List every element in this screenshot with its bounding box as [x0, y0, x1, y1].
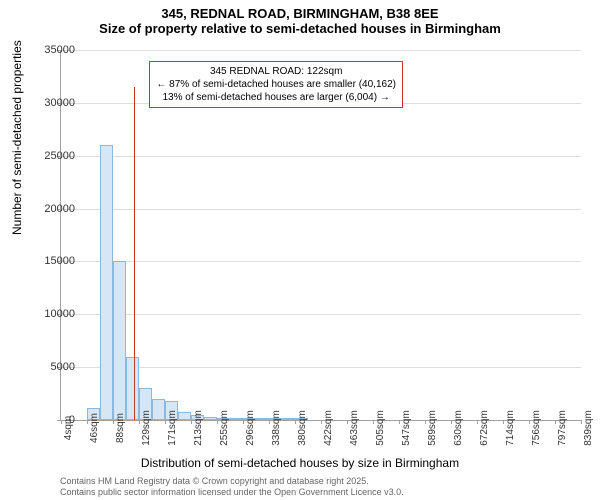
x-tick-mark [581, 420, 582, 424]
x-tick-label: 714sqm [505, 410, 516, 446]
x-tick-label: 505sqm [375, 410, 386, 446]
x-tick-label: 797sqm [557, 410, 568, 446]
y-tick-label: 25000 [35, 150, 75, 162]
title-block: 345, REDNAL ROAD, BIRMINGHAM, B38 8EE Si… [0, 0, 600, 36]
x-tick-mark [555, 420, 556, 424]
histogram-bar [100, 145, 113, 420]
plot-area: 345 REDNAL ROAD: 122sqm← 87% of semi-det… [60, 50, 581, 421]
x-tick-mark [295, 420, 296, 424]
x-tick-mark [139, 420, 140, 424]
histogram-bar [178, 412, 191, 420]
y-tick-label: 35000 [35, 44, 75, 56]
title-line2: Size of property relative to semi-detach… [0, 21, 600, 36]
x-tick-label: 380sqm [297, 410, 308, 446]
gridline [61, 261, 581, 262]
x-tick-mark [165, 420, 166, 424]
x-tick-label: 46sqm [89, 413, 100, 443]
x-tick-mark [503, 420, 504, 424]
annotation-box: 345 REDNAL ROAD: 122sqm← 87% of semi-det… [149, 61, 403, 108]
footer-text: Contains HM Land Registry data © Crown c… [60, 476, 404, 498]
histogram-bar [113, 261, 126, 420]
title-line1: 345, REDNAL ROAD, BIRMINGHAM, B38 8EE [0, 6, 600, 21]
x-tick-mark [243, 420, 244, 424]
x-tick-label: 589sqm [427, 410, 438, 446]
x-tick-label: 296sqm [245, 410, 256, 446]
x-tick-mark [373, 420, 374, 424]
histogram-bar [282, 418, 295, 420]
histogram-bar [256, 418, 269, 420]
chart-container: 345, REDNAL ROAD, BIRMINGHAM, B38 8EE Si… [0, 0, 600, 500]
gridline [61, 367, 581, 368]
gridline [61, 314, 581, 315]
x-tick-label: 88sqm [115, 413, 126, 443]
footer-line2: Contains public sector information licen… [60, 487, 404, 498]
annotation-line2: ← 87% of semi-detached houses are smalle… [156, 78, 396, 91]
x-tick-label: 171sqm [167, 410, 178, 446]
x-tick-mark [451, 420, 452, 424]
x-tick-label: 422sqm [323, 410, 334, 446]
gridline [61, 50, 581, 51]
y-tick-label: 30000 [35, 97, 75, 109]
x-tick-mark [87, 420, 88, 424]
x-tick-mark [269, 420, 270, 424]
y-tick-label: 5000 [35, 361, 75, 373]
histogram-bar [204, 417, 217, 420]
annotation-line1: 345 REDNAL ROAD: 122sqm [156, 65, 396, 78]
y-tick-label: 10000 [35, 308, 75, 320]
x-tick-mark [477, 420, 478, 424]
x-tick-label: 4sqm [63, 416, 74, 440]
x-tick-label: 129sqm [141, 410, 152, 446]
x-tick-mark [191, 420, 192, 424]
gridline [61, 209, 581, 210]
x-tick-label: 672sqm [479, 410, 490, 446]
footer-line1: Contains HM Land Registry data © Crown c… [60, 476, 404, 487]
y-tick-label: 15000 [35, 255, 75, 267]
x-tick-label: 213sqm [193, 410, 204, 446]
histogram-bar [126, 357, 139, 420]
gridline [61, 156, 581, 157]
y-axis-label: Number of semi-detached properties [10, 40, 24, 235]
x-tick-label: 463sqm [349, 410, 360, 446]
x-tick-label: 839sqm [583, 410, 594, 446]
x-tick-label: 255sqm [219, 410, 230, 446]
y-tick-label: 20000 [35, 203, 75, 215]
x-tick-label: 756sqm [531, 410, 542, 446]
annotation-line3: 13% of semi-detached houses are larger (… [156, 91, 396, 104]
marker-line [134, 87, 135, 420]
x-tick-label: 547sqm [401, 410, 412, 446]
x-tick-label: 630sqm [453, 410, 464, 446]
histogram-bar [152, 399, 165, 420]
histogram-bar [230, 418, 243, 420]
x-tick-mark [347, 420, 348, 424]
x-tick-label: 338sqm [271, 410, 282, 446]
x-axis-label: Distribution of semi-detached houses by … [0, 456, 600, 470]
x-tick-mark [399, 420, 400, 424]
